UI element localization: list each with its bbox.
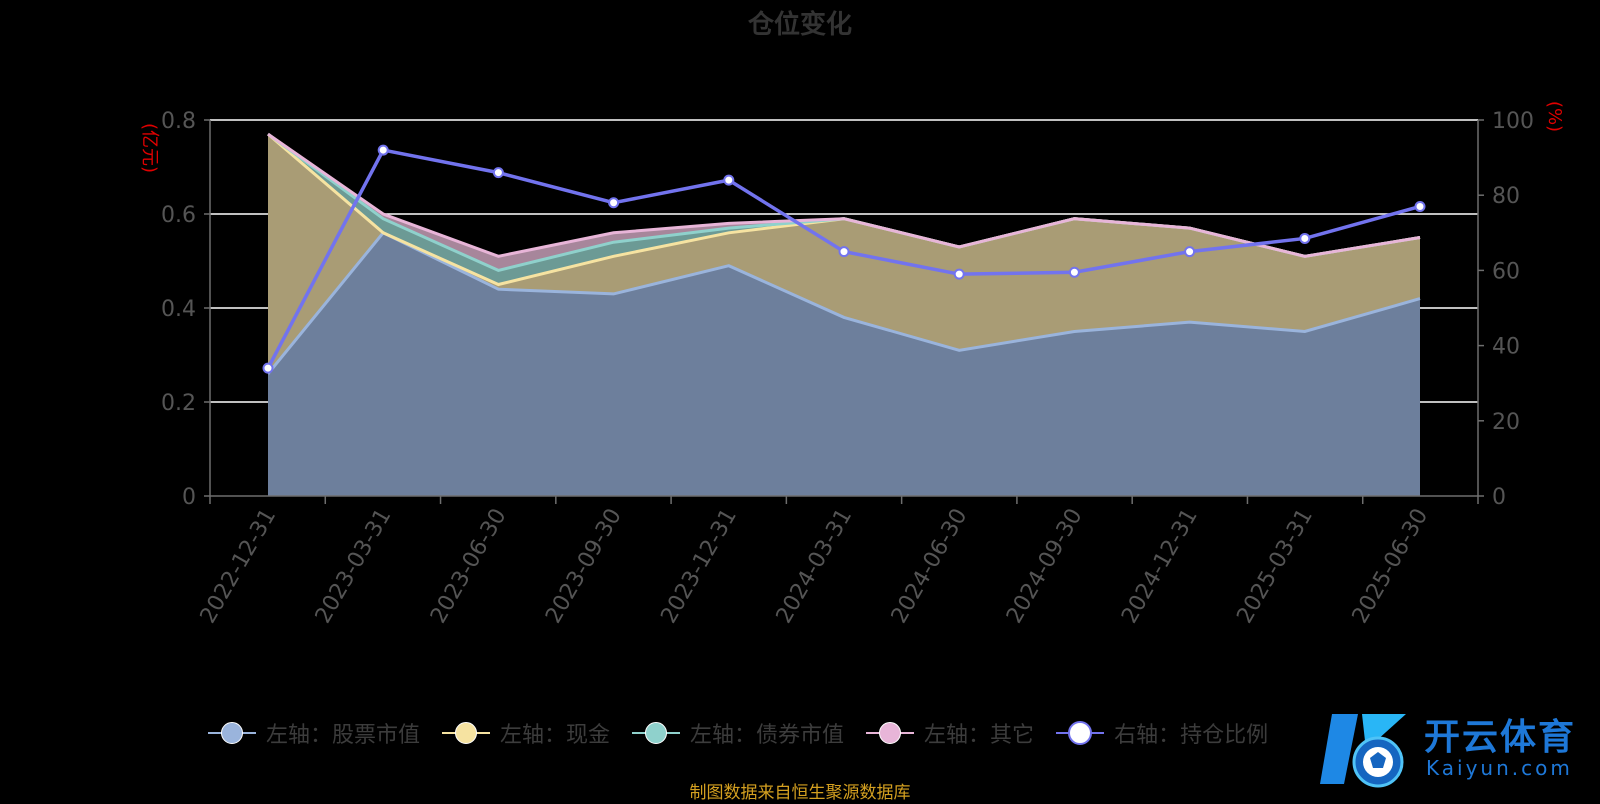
- right-tick-label: 100: [1492, 109, 1534, 134]
- left-axis-unit: (亿元): [139, 122, 161, 174]
- legend-label: 左轴：其它: [924, 723, 1035, 748]
- legend-item-other[interactable]: 左轴：其它: [866, 717, 1034, 749]
- x-tick-label: 2025-03-31: [1232, 505, 1318, 628]
- x-tick-label: 2023-03-31: [311, 505, 397, 628]
- x-tick-label: 2024-06-30: [887, 504, 973, 627]
- area-左轴：股票市值: [268, 232, 1420, 497]
- chart-title: 仓位变化: [747, 10, 852, 40]
- legend-label: 左轴：债券市值: [690, 723, 845, 748]
- data-point: [608, 197, 620, 209]
- data-point: [723, 174, 735, 186]
- source-note: 制图数据来自恒生聚源数据库: [689, 783, 911, 803]
- legend-marker-icon: [632, 720, 681, 746]
- data-point: [377, 144, 389, 156]
- legend-marker-icon: [866, 720, 915, 746]
- kaiyun-logo-icon: [1320, 714, 1406, 788]
- data-point: [1414, 200, 1426, 212]
- legend-label: 右轴：持仓比例: [1114, 723, 1269, 748]
- legend-item-stock-value[interactable]: 左轴：股票市值: [208, 717, 420, 749]
- area-line-左轴：股票市值: [266, 230, 1421, 375]
- right-axis-unit: (%): [1544, 100, 1566, 133]
- x-tick-label: 2024-09-30: [1002, 505, 1088, 628]
- legend-marker-icon: [1056, 720, 1105, 746]
- data-point: [838, 246, 850, 258]
- data-point: [492, 167, 504, 179]
- watermark-logo: 开云体育 Kaiyun.com: [1314, 700, 1594, 800]
- legend-marker-icon: [442, 720, 491, 746]
- data-point: [1068, 266, 1080, 278]
- data-point: [1299, 232, 1311, 244]
- left-tick-label: 0.4: [161, 297, 196, 322]
- right-tick-label: 20: [1492, 410, 1520, 435]
- legend-item-cash[interactable]: 左轴：现金: [442, 717, 610, 749]
- data-point: [1184, 246, 1196, 258]
- data-point: [953, 268, 965, 280]
- watermark-brand: 开云体育: [1424, 717, 1577, 758]
- legend-item-bond-value[interactable]: 左轴：债券市值: [632, 717, 844, 749]
- right-tick-label: 60: [1492, 259, 1520, 284]
- x-tick-label: 2023-09-30: [541, 505, 627, 628]
- watermark-sub: Kaiyun.com: [1426, 756, 1573, 780]
- left-tick-label: 0.6: [161, 203, 196, 228]
- left-tick-label: 0: [182, 485, 196, 510]
- x-tick-label: 2025-06-30: [1348, 505, 1434, 628]
- left-tick-label: 0.2: [161, 391, 196, 416]
- left-tick-label: 0.8: [161, 109, 196, 134]
- legend-label: 左轴：现金: [500, 723, 611, 748]
- area-line-左轴：其它: [267, 132, 1421, 258]
- x-tick-label: 2023-06-30: [426, 505, 512, 628]
- right-tick-label: 0: [1492, 485, 1506, 510]
- right-tick-label: 40: [1492, 335, 1520, 360]
- x-tick-label: 2022-12-31: [196, 505, 282, 628]
- x-tick-label: 2023-12-31: [656, 505, 742, 628]
- x-tick-label: 2024-12-31: [1117, 505, 1203, 628]
- chart-legend: 左轴：股票市值 左轴：现金 左轴：债券市值 左轴：其它 右轴：持仓比例: [208, 717, 1268, 749]
- data-point: [262, 362, 274, 374]
- right-tick-label: 80: [1492, 184, 1520, 209]
- legend-label: 左轴：股票市值: [266, 723, 421, 748]
- legend-marker-icon: [208, 720, 256, 746]
- legend-item-position-ratio[interactable]: 右轴：持仓比例: [1056, 717, 1268, 749]
- x-tick-label: 2024-03-31: [772, 505, 858, 628]
